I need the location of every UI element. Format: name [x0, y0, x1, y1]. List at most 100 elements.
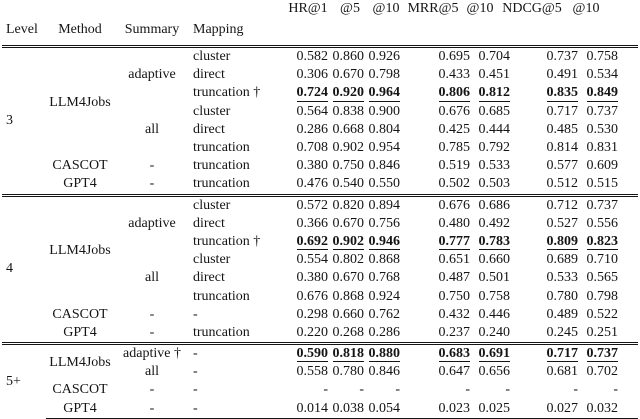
value-cell: 0.286 — [284, 121, 332, 139]
value-text: 0.894 — [368, 197, 401, 213]
column-gap — [514, 306, 546, 324]
value-text: 0.668 — [332, 121, 365, 137]
value-text: 0.685 — [478, 103, 511, 119]
column-gap — [404, 84, 436, 102]
value-text: 0.501 — [478, 270, 511, 286]
table-row: all cluster 0.554 0.802 0.868 0.651 0.660 0.689… — [2, 251, 638, 285]
value-text: 0.245 — [546, 324, 579, 340]
value-cell: 0.444 — [474, 121, 514, 139]
value-cell: 0.609 — [582, 157, 622, 175]
value-cell: 0.758 — [582, 47, 622, 67]
value-text: 0.708 — [296, 140, 329, 156]
summary-cell: adaptive — [114, 193, 190, 252]
value-text: 0.831 — [586, 140, 619, 156]
value-cell: 0.676 — [284, 287, 332, 305]
col-header-level-label: Level — [6, 21, 38, 37]
col-header-mapping-label: Mapping — [193, 21, 244, 37]
value-cell: 0.686 — [474, 193, 514, 215]
value-text: 0.503 — [478, 176, 511, 192]
value-cell: 0.849 — [582, 84, 622, 102]
row-tail — [622, 324, 638, 344]
value-text: 0.519 — [438, 158, 471, 174]
value-text: 0.860 — [332, 49, 365, 65]
value-cell: 0.670 — [332, 66, 368, 84]
column-gap — [404, 193, 436, 215]
column-gap — [514, 251, 546, 269]
method-cell: LLM4Jobs — [46, 342, 114, 382]
value-text: 0.533 — [546, 270, 579, 286]
value-text: 0.704 — [478, 49, 511, 65]
value-text: 0.609 — [586, 158, 619, 174]
column-gap — [514, 139, 546, 157]
column-gap — [514, 233, 546, 251]
value-text: 0.768 — [368, 270, 401, 286]
value-cell: 0.491 — [546, 66, 582, 84]
value-text: 0.792 — [478, 140, 511, 156]
value-cell: 0.670 — [332, 269, 368, 287]
value-text: 0.556 — [586, 215, 619, 231]
value-cell: 0.530 — [582, 121, 622, 139]
column-gap — [514, 175, 546, 195]
value-text: 0.686 — [478, 197, 511, 213]
mapping-cell: truncation † — [193, 233, 261, 249]
value-text: 0.946 — [368, 233, 400, 251]
mapping-cell: cluster — [193, 252, 231, 268]
value-text: 0.823 — [586, 233, 618, 251]
value-cell: 0.237 — [436, 324, 474, 344]
value-text: 0.533 — [478, 158, 511, 174]
value-cell: 0.503 — [474, 175, 514, 195]
value-cell: - — [368, 381, 404, 399]
value-cell: 0.768 — [368, 269, 404, 287]
value-cell: 0.798 — [582, 287, 622, 305]
value-text: 0.920 — [332, 85, 364, 102]
column-gap — [514, 47, 546, 67]
value-cell: 0.946 — [368, 233, 404, 251]
mapping-cell: - — [190, 399, 284, 419]
column-gap — [514, 215, 546, 233]
column-gap — [514, 399, 546, 419]
col-header-ndcg5-label: NDCG@5 — [502, 1, 562, 16]
col-header-mrr5-label: MRR@5 — [407, 1, 459, 16]
value-cell: 0.251 — [582, 324, 622, 344]
col-header-hr10-label: @10 — [372, 1, 400, 16]
value-text: 0.268 — [332, 324, 365, 340]
value-cell: 0.533 — [474, 157, 514, 175]
row-tail — [622, 157, 638, 175]
value-text: 0.444 — [478, 121, 511, 137]
col-header-ndcg10-label: @10 — [572, 1, 600, 16]
value-cell: 0.689 — [546, 251, 582, 269]
value-text: 0.750 — [438, 288, 471, 304]
column-gap — [404, 103, 436, 121]
value-text: 0.564 — [296, 103, 329, 119]
value-cell: 0.710 — [582, 251, 622, 269]
value-text: 0.804 — [368, 121, 401, 137]
column-gap — [514, 324, 546, 344]
table-header: HR@1 @5 @10 MRR@5 @10 NDCG@5 @10 Level M… — [2, 1, 638, 48]
table-row: GPT4 - truncation 0.220 0.268 0.286 0.237 0.240… — [2, 324, 638, 344]
value-text: 0.692 — [296, 233, 328, 251]
value-cell: 0.954 — [368, 139, 404, 157]
level-cell: 4 — [2, 193, 46, 344]
value-cell: 0.660 — [474, 251, 514, 269]
value-cell: 0.306 — [284, 66, 332, 84]
value-text: 0.240 — [478, 324, 511, 340]
value-text: 0.880 — [368, 345, 400, 363]
column-gap — [514, 103, 546, 121]
value-text: 0.681 — [546, 364, 579, 380]
value-cell: 0.487 — [436, 269, 474, 287]
method-cell: GPT4 — [46, 399, 114, 419]
mapping-cell: direct — [193, 67, 225, 83]
value-text: 0.849 — [586, 85, 618, 102]
table-row: direct 0.286 0.668 0.804 0.425 0.444 0.485 0.53… — [2, 121, 638, 139]
value-cell: 0.656 — [474, 363, 514, 381]
value-cell: 0.556 — [582, 215, 622, 233]
value-cell: 0.446 — [474, 306, 514, 324]
value-text: 0.818 — [332, 345, 364, 363]
value-cell: 0.501 — [474, 269, 514, 287]
value-cell: 0.014 — [284, 399, 332, 419]
value-text: 0.717 — [546, 345, 578, 363]
method-cell: GPT4 — [63, 176, 97, 192]
col-header-method: Method — [46, 17, 114, 48]
level-cell: 5+ — [2, 341, 46, 419]
value-cell: 0.550 — [368, 175, 404, 195]
